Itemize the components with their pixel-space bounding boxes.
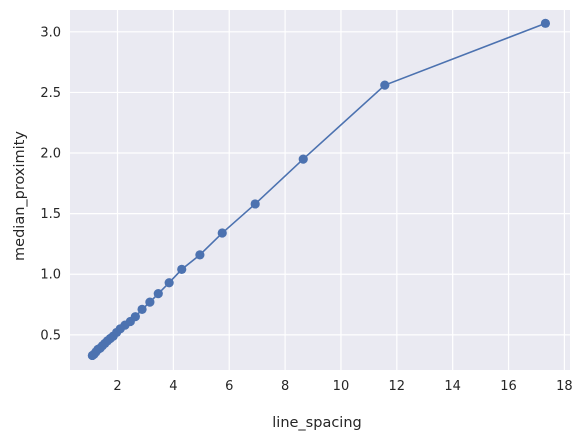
data-point: [130, 312, 140, 322]
x-tick-label: 2: [113, 379, 121, 394]
y-tick-label: 0.5: [40, 328, 61, 343]
x-axis-label: line_spacing: [272, 415, 361, 431]
y-axis-ticks: 0.5 1.0 1.5 2.0 2.5 3.0: [40, 25, 61, 343]
x-tick-label: 14: [444, 379, 461, 394]
plot-background: [70, 10, 570, 370]
y-tick-label: 3.0: [40, 25, 61, 40]
data-point: [250, 199, 260, 209]
y-tick-label: 1.5: [40, 207, 61, 222]
x-tick-label: 8: [281, 379, 289, 394]
y-axis-label: median_proximity: [12, 131, 28, 261]
x-axis-ticks: 2 4 6 8 10 12 14 16 18: [113, 379, 572, 394]
x-tick-label: 6: [225, 379, 233, 394]
data-point: [298, 154, 308, 164]
data-point: [177, 264, 187, 274]
y-tick-label: 1.0: [40, 268, 61, 283]
x-tick-label: 18: [556, 379, 573, 394]
data-series: [87, 18, 551, 361]
data-point: [195, 250, 205, 260]
data-point: [380, 80, 390, 90]
x-tick-label: 12: [389, 379, 406, 394]
y-tick-label: 2.0: [40, 147, 61, 162]
x-tick-label: 4: [169, 379, 177, 394]
x-tick-label: 16: [500, 379, 517, 394]
data-point: [540, 18, 551, 28]
y-tick-label: 2.5: [40, 86, 61, 101]
data-point: [137, 304, 147, 314]
data-point: [145, 297, 155, 307]
data-point: [217, 228, 227, 238]
data-point: [153, 289, 163, 299]
data-point: [164, 278, 174, 288]
grid: [70, 10, 570, 370]
x-tick-label: 10: [333, 379, 350, 394]
